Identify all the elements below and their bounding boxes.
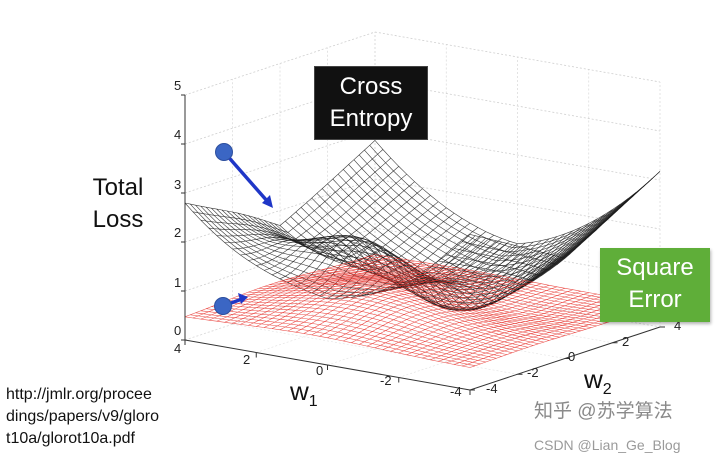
z-tick: 4 xyxy=(174,127,181,142)
w1-axis-ticks: 4 2 0 -2 -4 xyxy=(174,341,462,399)
square-error-box: Square Error xyxy=(600,248,710,322)
w1-tick: 0 xyxy=(316,363,323,378)
z-tick: 0 xyxy=(174,323,181,338)
gradient-arrow-cross-entropy xyxy=(215,143,273,208)
cross-entropy-box: Cross Entropy xyxy=(314,66,428,140)
w2-tick: 4 xyxy=(674,318,681,333)
start-point-marker xyxy=(214,297,232,315)
w2-tick: -2 xyxy=(527,365,539,380)
w1-tick: 4 xyxy=(174,341,181,356)
w1-axis-label: w1 xyxy=(289,376,318,410)
watermark-csdn: CSDN @Lian_Ge_Blog xyxy=(534,437,681,453)
start-point-marker xyxy=(215,143,233,161)
z-tick: 3 xyxy=(174,177,181,192)
z-tick: 5 xyxy=(174,78,181,93)
z-axis-ticks: 0 1 2 3 4 5 xyxy=(174,78,181,338)
total-loss-label: Total Loss xyxy=(92,174,144,233)
citation-url: http://jmlr.org/procee dings/papers/v9/g… xyxy=(6,386,159,447)
w1-tick: -4 xyxy=(450,384,462,399)
square-error-surface xyxy=(184,254,661,368)
w1-tick: 2 xyxy=(243,352,250,367)
w2-tick: 2 xyxy=(622,334,629,349)
z-tick: 1 xyxy=(174,275,181,290)
watermark-zhihu: 知乎 @苏学算法 xyxy=(534,401,673,422)
w1-tick: -2 xyxy=(380,373,392,388)
w2-axis-ticks: 4 2 0 -2 -4 xyxy=(486,318,681,396)
axes-frame xyxy=(181,94,665,395)
w2-axis-label: w2 xyxy=(583,364,612,398)
w2-tick: 0 xyxy=(568,349,575,364)
z-tick: 2 xyxy=(174,225,181,240)
w2-tick: -4 xyxy=(486,381,498,396)
gradient-arrow-square-error xyxy=(214,293,248,315)
